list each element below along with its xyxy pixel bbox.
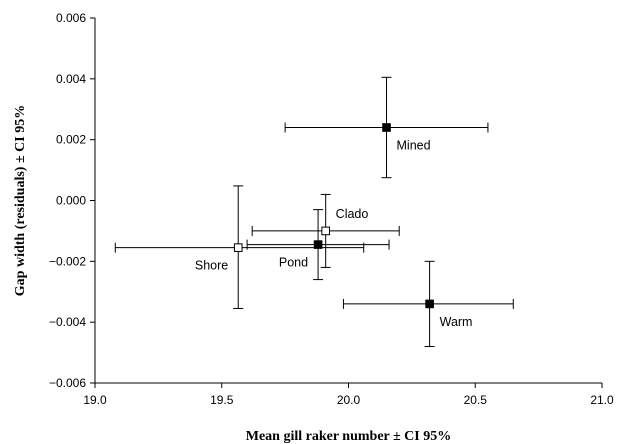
ticks: 19.0 19.5 20.0 20.5 21.0 0.006 0.004 0.002 0.000… [49,11,614,407]
data-points: Mined Clado Shore Pond Warm [114,76,514,347]
point-group-clado: Clado [251,193,400,268]
point-label-mined: Mined [397,139,431,153]
data-point-shore [233,243,243,252]
y-tick-label: 0.004 [56,72,86,86]
point-group-mined: Mined [284,76,489,179]
point-label-warm: Warm [440,315,473,329]
y-tick-label: −0.004 [49,315,86,329]
x-tick-label: 19.5 [210,393,234,407]
point-group-shore: Shore [114,185,365,309]
data-point-pond [313,240,323,249]
data-point-clado [321,226,330,236]
x-tick-label: 21.0 [590,393,614,407]
y-tick-label: 0.000 [56,194,86,208]
y-tick-label: −0.002 [49,254,86,268]
y-tick-label: −0.006 [49,376,86,390]
point-label-clado: Clado [336,207,369,221]
x-axis-title: Mean gill raker number ± CI 95% [246,429,452,444]
x-tick-label: 20.5 [464,393,488,407]
x-tick-label: 19.0 [83,393,107,407]
y-tick-label: 0.002 [56,133,86,147]
axes [94,18,602,384]
x-tick-label: 20.0 [337,393,361,407]
point-group-warm: Warm [342,260,514,347]
point-label-shore: Shore [195,259,228,273]
point-label-pond: Pond [279,256,308,270]
y-axis-title: Gap width (residuals) ± CI 95% [13,105,28,296]
point-group-pond: Pond [246,209,390,281]
data-point-warm [425,299,434,309]
data-point-mined [382,123,391,132]
y-tick-label: 0.006 [56,11,86,25]
